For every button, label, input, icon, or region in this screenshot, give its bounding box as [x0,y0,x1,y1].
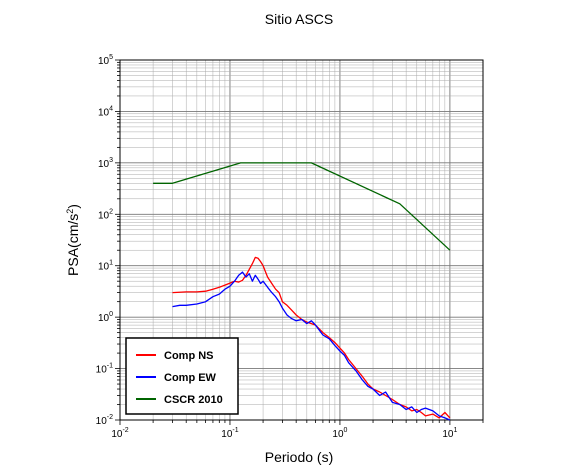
x-tick-label: 10-1 [221,427,238,440]
x-tick-label: 101 [442,427,457,440]
x-tick-label: 10-2 [111,427,128,440]
legend-label: Comp EW [164,372,217,384]
y-tick-label: 105 [98,54,113,67]
y-axis-label-sup: 2 [65,209,75,214]
y-tick-label: 104 [98,105,113,118]
axis-ticks: 10-2 10-1 100 101 10-2 10-1 100 101 102 103 104 105 [96,54,484,440]
y-tick-label: 102 [98,208,113,221]
y-tick-label: 103 [98,157,113,170]
y-tick-label: 101 [98,260,113,273]
chart-title: Sitio ASCS [265,11,333,27]
series-line-2 [153,162,451,251]
x-axis-label: Periodo (s) [265,449,333,465]
y-axis-label-base: PSA(cm/s [65,214,81,276]
series-group [153,162,451,421]
y-tick-label: 100 [98,311,113,324]
y-tick-label: 10-1 [96,363,113,376]
y-tick-label: 10-2 [96,414,113,427]
legend: Comp NS Comp EW CSCR 2010 [125,337,239,415]
series-line-1 [172,271,451,421]
plot-frame [119,59,484,421]
y-axis-label-close: ) [65,204,81,209]
legend-label: Comp NS [164,350,214,362]
y-axis-label: PSA(cm/s2) [65,204,81,276]
legend-label: CSCR 2010 [164,394,223,406]
x-tick-label: 100 [332,427,347,440]
